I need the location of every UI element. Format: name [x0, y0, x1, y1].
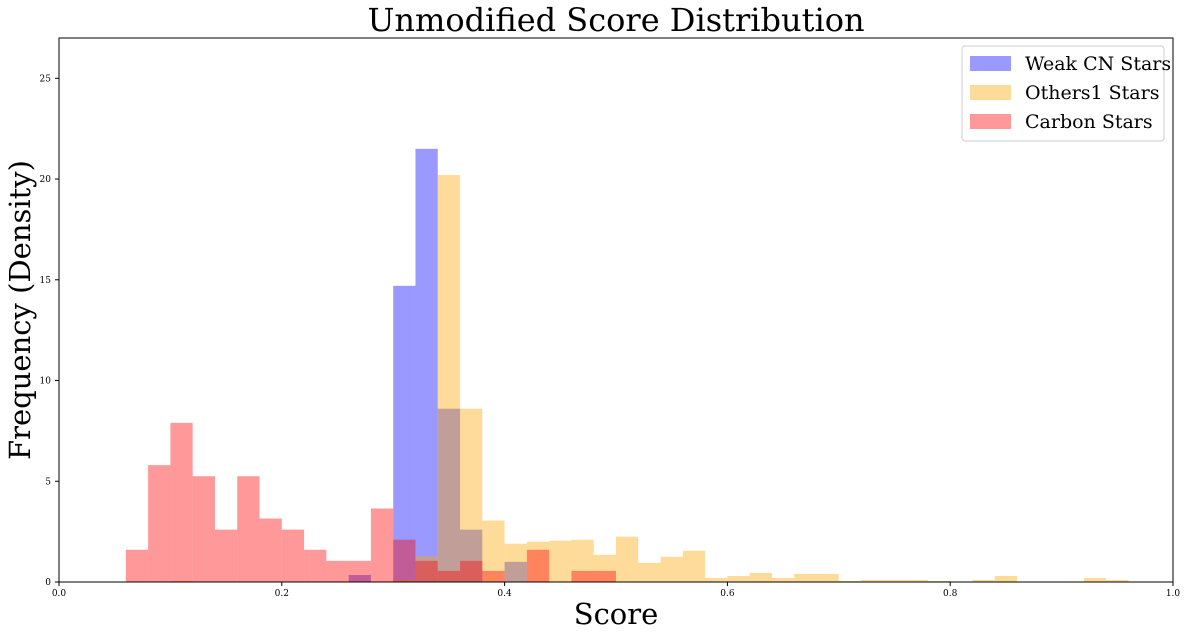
bar-carbon-stars-7: [281, 529, 305, 582]
bar-others1-stars-2: [415, 555, 438, 582]
bar-weak-cn-stars-1: [393, 285, 416, 582]
legend-swatch-carbon-stars: [970, 114, 1011, 129]
bar-carbon-stars-5: [237, 476, 260, 582]
bar-others1-stars-19: [794, 573, 817, 582]
x-tick-label: 0.6: [720, 589, 735, 599]
bar-others1-stars-27: [994, 575, 1018, 582]
bar-others1-stars-1: [393, 579, 416, 582]
bar-carbon-stars-14: [437, 570, 461, 582]
bar-others1-stars-21: [838, 580, 862, 582]
legend-label-weak-cn-stars: Weak CN Stars: [1025, 53, 1171, 75]
legend-frame: [961, 45, 1165, 142]
bar-others1-stars-20: [816, 573, 839, 582]
bar-others1-stars-15: [705, 577, 728, 582]
bar-others1-stars-12: [638, 562, 661, 582]
bar-weak-cn-stars-0: [348, 574, 371, 582]
bar-others1-stars-18: [771, 577, 795, 582]
bar-carbon-stars-3: [192, 476, 215, 582]
legend-label-others1-stars: Others1 Stars: [1025, 82, 1159, 104]
bar-others1-stars-22: [861, 579, 884, 582]
bar-carbon-stars-10: [348, 560, 371, 582]
y-tick-label: 10: [40, 377, 52, 387]
bar-carbon-stars-18: [571, 570, 594, 582]
legend-swatch-weak-cn-stars: [970, 56, 1011, 71]
legend-label-carbon-stars: Carbon Stars: [1025, 111, 1153, 133]
bar-others1-stars-3: [437, 175, 461, 583]
bar-others1-stars-28: [1083, 577, 1107, 582]
bar-carbon-stars-13: [415, 560, 438, 582]
y-tick-label: 0: [45, 578, 51, 588]
bar-carbon-stars-6: [259, 518, 282, 582]
bar-weak-cn-stars-4: [460, 529, 483, 582]
x-tick-label: 0.8: [943, 589, 958, 599]
legend: Weak CN Stars Others1 Stars Carbon Stars: [961, 45, 1171, 142]
bar-weak-cn-stars-3: [437, 408, 461, 582]
bar-others1-stars-13: [660, 556, 683, 582]
bar-carbon-stars-8: [304, 549, 327, 582]
bar-others1-stars-25: [927, 580, 951, 582]
bar-others1-stars-5: [482, 520, 505, 582]
plot-frame: [58, 37, 1174, 583]
bar-others1-stars-8: [549, 540, 572, 582]
x-axis-ticks: 0.0 0.2 0.4 0.6 0.8 1.0: [52, 582, 1181, 599]
bar-weak-cn-stars-5: [504, 561, 527, 582]
x-axis-label: Score: [574, 597, 659, 631]
bar-carbon-stars-11: [370, 508, 394, 582]
bar-others1-stars-14: [682, 550, 706, 582]
y-axis-ticks: 0 5 10 15 20 25: [40, 74, 59, 588]
bar-others1-stars-6: [504, 543, 527, 582]
x-tick-label: 0.4: [497, 589, 512, 599]
bar-others1-stars-29: [1106, 579, 1129, 582]
x-tick-label: 0.2: [275, 589, 289, 599]
bar-others1-stars-24: [905, 579, 928, 582]
y-tick-label: 15: [40, 276, 52, 286]
bar-weak-cn-stars-2: [415, 148, 438, 582]
y-tick-label: 25: [40, 74, 52, 84]
x-tick-label: 0.0: [52, 589, 67, 599]
bar-carbon-stars-16: [482, 570, 505, 582]
bar-carbon-stars-15: [460, 560, 483, 582]
bar-carbon-stars-0: [125, 549, 149, 582]
bar-carbon-stars-2: [170, 422, 193, 582]
x-tick-label: 1.0: [1166, 589, 1181, 599]
histogram-bars: [125, 148, 1129, 583]
y-tick-label: 5: [45, 477, 51, 487]
bar-others1-stars-11: [616, 536, 639, 582]
y-axis-label: Frequency (Density): [3, 160, 37, 460]
bar-others1-stars-7: [526, 541, 550, 582]
bar-carbon-stars-1: [148, 465, 171, 582]
chart-title: Unmodified Score Distribution: [367, 1, 864, 39]
bar-others1-stars-26: [972, 579, 995, 582]
bar-others1-stars-4: [460, 408, 483, 582]
bar-others1-stars-9: [571, 539, 594, 582]
bar-others1-stars-10: [593, 554, 616, 582]
bar-carbon-stars-19: [593, 570, 616, 582]
bar-others1-stars-17: [749, 572, 772, 582]
y-tick-label: 20: [40, 175, 52, 185]
legend-swatch-others1-stars: [970, 85, 1011, 100]
bar-carbon-stars-12: [393, 539, 416, 582]
bar-others1-stars-23: [883, 579, 906, 582]
bar-others1-stars-0: [170, 580, 193, 582]
bar-carbon-stars-4: [214, 529, 238, 582]
bar-carbon-stars-9: [326, 560, 349, 582]
bar-carbon-stars-17: [526, 549, 550, 582]
bar-others1-stars-16: [727, 575, 750, 582]
